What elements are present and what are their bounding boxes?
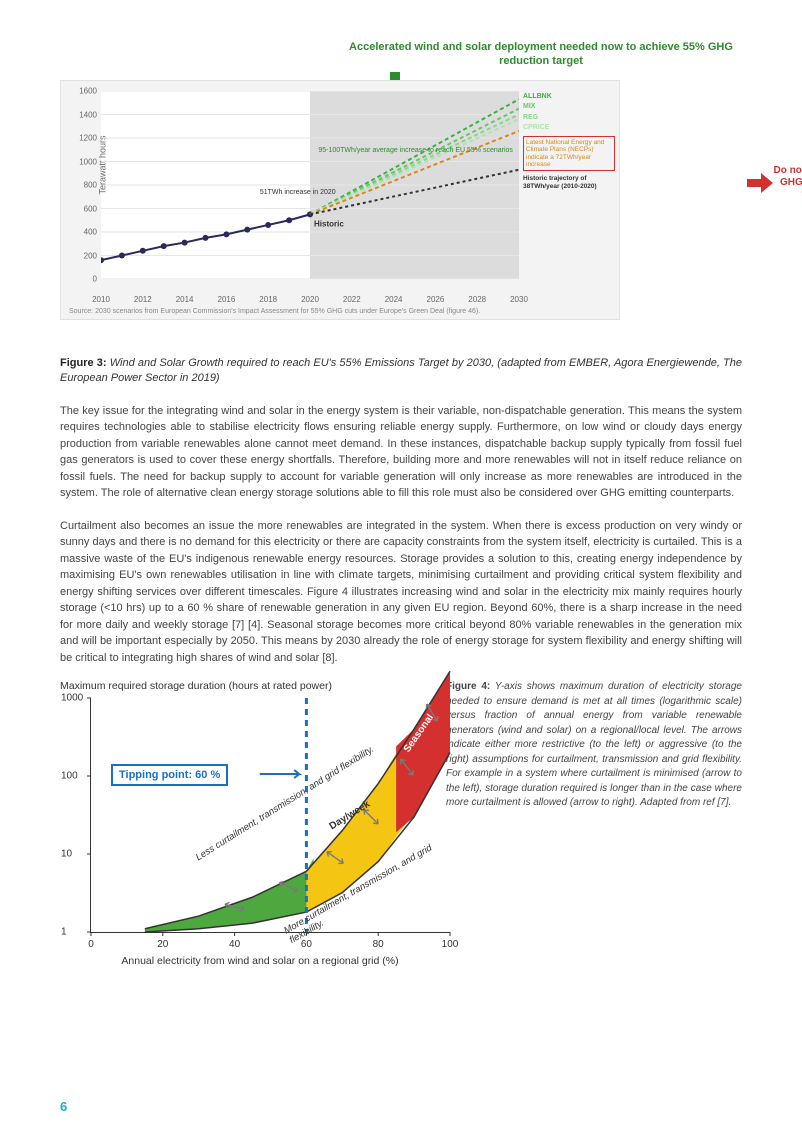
chart1-title: Accelerated wind and solar deployment ne…	[340, 40, 742, 69]
chart1-box: Terawatt hours 0200400600800100012001400…	[60, 80, 620, 320]
fig4-xlabel: Annual electricity from wind and solar o…	[90, 955, 430, 967]
legend-mix: MIX	[523, 103, 615, 111]
figure-3-container: Accelerated wind and solar deployment ne…	[60, 70, 742, 350]
chart1-red-label: Do not reach 55% GHG reduction target	[773, 165, 802, 201]
paragraph-1: The key issue for the integrating wind a…	[60, 403, 742, 502]
fig3-caption-rest: Wind and Solar Growth required to reach …	[60, 357, 742, 384]
legend-reg: REG	[523, 114, 615, 122]
figure-4-left: Maximum required storage duration (hours…	[60, 680, 430, 967]
chart1-annot-green: 95-100TWh/year average increase to reach…	[318, 147, 513, 154]
chart1-source: Source: 2030 scenarios from European Com…	[69, 308, 480, 315]
paragraph-2: Curtailment also becomes an issue the mo…	[60, 518, 742, 667]
fig4-plot: Tipping point: 60 % Hourly Day/week Seas…	[90, 698, 450, 933]
fig3-caption-bold: Figure 3:	[60, 357, 107, 369]
chart1-red-callout: Do not reach 55% GHG reduction target	[747, 165, 802, 201]
fig4-word-hourly: Hourly	[221, 884, 253, 895]
fig4-title: Maximum required storage duration (hours…	[60, 680, 430, 694]
svg-text:Historic: Historic	[314, 219, 344, 228]
chart1-svg: Historic	[101, 91, 519, 279]
chart1-legend: ALLBNK MIX REG CPRICE Latest National En…	[523, 93, 615, 191]
legend-cprice: CPRICE	[523, 124, 615, 132]
chart1-annot-51: 51TWh increase in 2020	[260, 189, 336, 196]
legend-hist: Historic trajectory of 38TWh/year (2010-…	[523, 175, 615, 191]
page-number: 6	[60, 1099, 67, 1114]
fig4-tipping-label: Tipping point: 60 %	[111, 764, 228, 786]
figure-3-caption: Figure 3: Wind and Solar Growth required…	[60, 356, 742, 387]
figure-4-container: Maximum required storage duration (hours…	[60, 680, 742, 967]
fig4-caption-bold: Figure 4:	[446, 681, 490, 692]
legend-allbnk: ALLBNK	[523, 93, 615, 101]
chart1-yticks: 02004006008001000120014001600	[73, 91, 99, 279]
legend-necp-box: Latest National Energy and Climate Plans…	[523, 136, 615, 172]
red-right-arrow-icon	[747, 173, 773, 193]
fig4-caption-rest: Y-axis shows maximum duration of electri…	[446, 681, 742, 808]
chart1-plot: Terawatt hours 0200400600800100012001400…	[101, 91, 519, 279]
figure-4-caption: Figure 4: Y-axis shows maximum duration …	[446, 680, 742, 967]
